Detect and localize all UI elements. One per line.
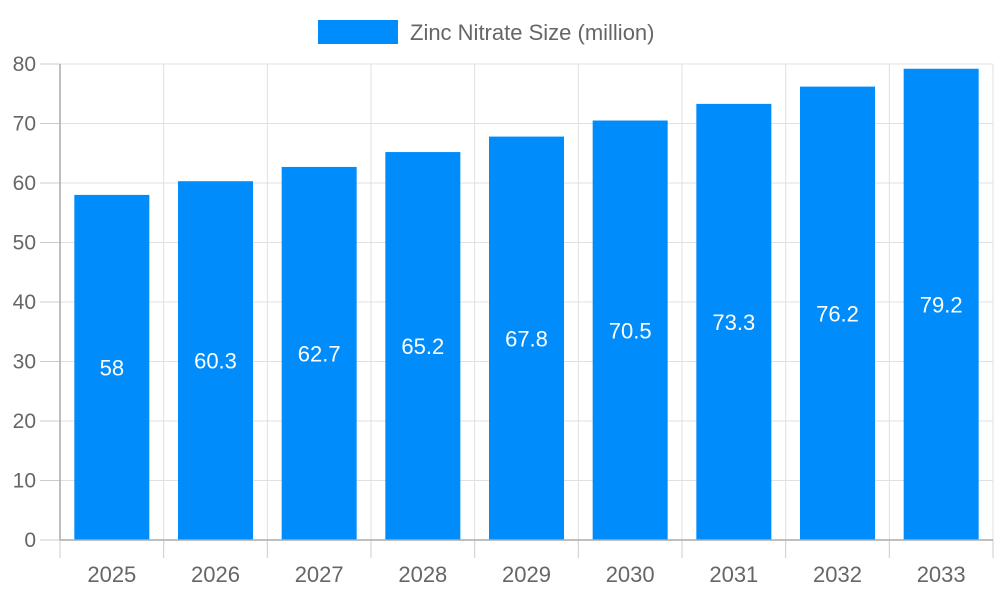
y-tick-label: 30	[13, 351, 36, 374]
bar	[385, 152, 461, 540]
y-tick-label: 50	[13, 232, 36, 255]
y-tick-label: 70	[13, 113, 36, 136]
x-tick-label: 2031	[709, 562, 758, 587]
bar	[696, 103, 772, 541]
bar	[74, 194, 150, 540]
bar	[281, 166, 357, 540]
bar	[489, 136, 564, 540]
x-tick-label: 2029	[502, 562, 551, 587]
y-tick-label: 10	[13, 470, 36, 493]
bar	[592, 120, 668, 541]
x-tick-label: 2025	[87, 562, 136, 587]
x-tick-label: 2030	[606, 562, 655, 587]
bar	[178, 181, 253, 540]
x-tick-label: 2028	[398, 562, 447, 587]
y-tick-label: 20	[13, 410, 36, 433]
y-tick-label: 60	[13, 172, 36, 195]
data-label: 73.3	[712, 310, 755, 335]
y-tick-label: 80	[13, 53, 36, 76]
data-label: 79.2	[920, 292, 963, 317]
legend-swatch	[318, 20, 398, 44]
bar	[800, 86, 875, 541]
data-label: 58	[100, 355, 124, 380]
x-tick-label: 2033	[917, 562, 966, 587]
data-label: 76.2	[816, 301, 859, 326]
legend[interactable]: Zinc Nitrate Size (million)	[318, 20, 655, 45]
legend-label: Zinc Nitrate Size (million)	[410, 20, 655, 45]
data-label: 62.7	[298, 341, 341, 366]
data-label: 60.3	[194, 349, 237, 374]
x-tick-label: 2026	[191, 562, 240, 587]
x-tick-label: 2032	[813, 562, 862, 587]
x-tick-label: 2027	[295, 562, 344, 587]
bar	[903, 68, 979, 540]
y-tick-label: 40	[13, 291, 36, 314]
data-label: 70.5	[609, 318, 652, 343]
data-label: 65.2	[401, 334, 444, 359]
data-label: 67.8	[505, 326, 548, 351]
bars: 58 60.3 62.7 65.2 67.8 70.5 73.3 76.2 79.2	[74, 68, 979, 541]
y-tick-label: 0	[24, 529, 36, 552]
